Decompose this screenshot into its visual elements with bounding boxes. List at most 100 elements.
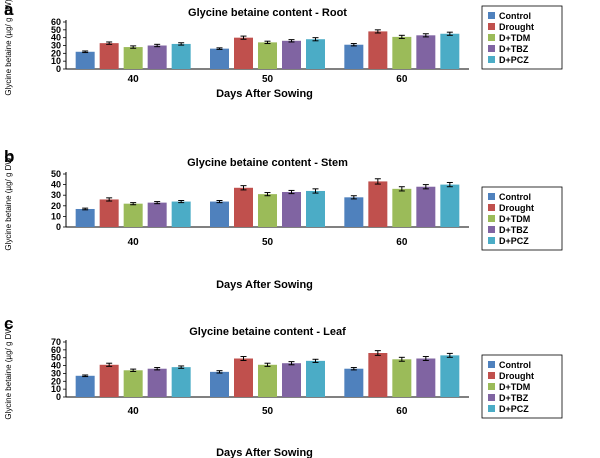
y-tick-label: 30 — [51, 190, 61, 200]
legend-swatch — [488, 45, 495, 52]
bar-control-60 — [344, 368, 364, 397]
panel-letter: a — [4, 0, 14, 19]
bar-control-40 — [75, 375, 95, 397]
legend-swatch — [488, 204, 495, 211]
y-tick-label: 70 — [51, 337, 61, 347]
legend-label: Control — [499, 11, 531, 21]
bar-d-pcz-60 — [440, 355, 460, 397]
y-tick-label: 10 — [51, 384, 61, 394]
x-category-label: 50 — [262, 74, 274, 85]
y-tick-label: 40 — [51, 361, 61, 371]
panel-letter: b — [4, 147, 14, 166]
legend-label: Drought — [499, 203, 534, 213]
bar-d-tdm-40 — [123, 203, 143, 227]
x-category-label: 40 — [128, 237, 140, 248]
bar-control-60 — [344, 197, 364, 227]
y-tick-label: 0 — [56, 222, 61, 232]
y-tick-label: 0 — [56, 392, 61, 402]
legend-swatch — [488, 226, 495, 233]
y-tick-label: 60 — [51, 345, 61, 355]
bar-d-tbz-40 — [147, 368, 167, 397]
legend-swatch — [488, 405, 495, 412]
x-category-label: 40 — [128, 406, 140, 417]
y-tick-label: 30 — [51, 41, 61, 51]
legend-swatch — [488, 56, 495, 63]
y-tick-label: 40 — [51, 180, 61, 190]
bar-d-tdm-50 — [258, 194, 277, 227]
legend-label: D+TBZ — [499, 225, 529, 235]
bar-d-pcz-50 — [306, 190, 325, 227]
chart-panel-c: c Glycine betaine content - Leaf010203040… — [4, 314, 563, 458]
legend-label: D+TDM — [499, 33, 530, 43]
y-tick-label: 20 — [51, 201, 61, 211]
legend-label: D+TBZ — [499, 393, 529, 403]
bar-drought-60 — [368, 31, 388, 69]
legend-label: Drought — [499, 371, 534, 381]
bar-d-tbz-40 — [147, 202, 167, 227]
legend-box — [481, 354, 563, 419]
x-category-label: 60 — [396, 74, 408, 85]
bar-control-50 — [210, 371, 229, 397]
bar-d-tdm-40 — [123, 47, 143, 69]
bar-d-tdm-60 — [392, 359, 412, 397]
chart-panel-b: b Glycine betaine content - Stem010203040… — [4, 147, 563, 291]
legend-box — [481, 5, 563, 70]
panel-letter: c — [4, 314, 13, 333]
y-tick-label: 50 — [51, 25, 61, 35]
x-category-label: 40 — [128, 74, 140, 85]
y-axis-label: Glycine betaine (µg/ g DW) — [4, 0, 13, 96]
legend-label: D+TBZ — [499, 44, 529, 54]
chart-title: Glycine betaine content - Stem — [187, 157, 348, 169]
bar-drought-40 — [99, 199, 119, 227]
y-tick-label: 10 — [51, 211, 61, 221]
bar-drought-60 — [368, 181, 388, 227]
chart-title: Glycine betaine content - Leaf — [189, 326, 346, 338]
x-axis-label: Days After Sowing — [216, 279, 313, 291]
bar-control-50 — [210, 48, 229, 69]
bar-d-tdm-50 — [258, 364, 277, 397]
legend-swatch — [488, 215, 495, 222]
bar-drought-50 — [234, 37, 253, 69]
legend-swatch — [488, 12, 495, 19]
bar-d-tbz-60 — [416, 358, 436, 397]
bar-d-tbz-50 — [282, 40, 301, 69]
y-tick-label: 20 — [51, 376, 61, 386]
bar-d-pcz-50 — [306, 360, 325, 397]
y-tick-label: 0 — [56, 64, 61, 74]
bar-drought-60 — [368, 353, 388, 397]
bar-control-40 — [75, 208, 95, 227]
bar-d-pcz-40 — [171, 43, 191, 69]
legend-label: D+TDM — [499, 382, 530, 392]
y-tick-label: 40 — [51, 33, 61, 43]
legend-label: Drought — [499, 22, 534, 32]
legend-swatch — [488, 361, 495, 368]
legend-swatch — [488, 372, 495, 379]
y-tick-label: 60 — [51, 17, 61, 27]
x-axis-label: Days After Sowing — [216, 88, 313, 100]
legend-label: D+PCZ — [499, 404, 529, 414]
y-tick-label: 30 — [51, 368, 61, 378]
bar-drought-50 — [234, 187, 253, 227]
x-category-label: 50 — [262, 237, 274, 248]
x-axis-label: Days After Sowing — [216, 447, 313, 458]
bar-drought-40 — [99, 43, 119, 69]
bar-control-60 — [344, 44, 364, 69]
y-tick-label: 50 — [51, 353, 61, 363]
bar-d-pcz-60 — [440, 33, 460, 69]
bar-d-tdm-60 — [392, 36, 412, 69]
legend-swatch — [488, 34, 495, 41]
legend-swatch — [488, 394, 495, 401]
bar-drought-50 — [234, 358, 253, 397]
bar-d-pcz-50 — [306, 39, 325, 69]
legend-label: Control — [499, 192, 531, 202]
y-axis-label: Glycine betaine (µg/ g DW) — [4, 154, 13, 251]
bar-d-tdm-50 — [258, 42, 277, 69]
bar-control-50 — [210, 201, 229, 227]
legend-swatch — [488, 23, 495, 30]
bar-d-tbz-40 — [147, 45, 167, 69]
bar-drought-40 — [99, 364, 119, 397]
y-tick-label: 50 — [51, 169, 61, 179]
x-category-label: 50 — [262, 406, 274, 417]
